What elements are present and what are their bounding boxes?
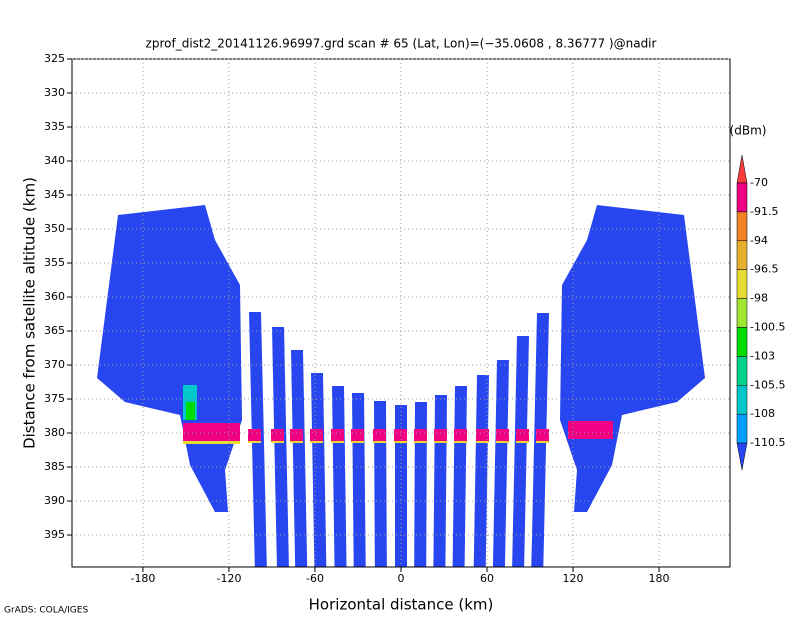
x-tick-label: -120: [216, 572, 241, 585]
footer: GrADS: COLA/IGES: [4, 606, 88, 616]
chart-title: zprof_dist2_20141126.96997.grd scan # 65…: [146, 37, 657, 51]
colorbar-unit: (dBm): [730, 124, 767, 138]
x-tick-label: -180: [130, 572, 155, 585]
x-tick-label: 180: [649, 572, 670, 585]
echo-band: [351, 441, 364, 443]
y-axis-label: Distance from satellite altitude (km): [21, 177, 39, 449]
echo-band: [271, 441, 284, 443]
echo-band: [536, 441, 549, 443]
colorbar-box: [736, 356, 748, 386]
echo-band: [496, 429, 509, 441]
colorbar-box: [736, 327, 748, 357]
echo-region: [560, 205, 705, 512]
echo-band: [310, 441, 323, 443]
x-tick-label: -60: [306, 572, 324, 585]
echo-region: [452, 386, 467, 567]
echo-region: [272, 327, 289, 567]
x-tick-label: 120: [563, 572, 584, 585]
echo-band: [454, 441, 467, 443]
colorbar-cap: [736, 154, 748, 184]
echo-region: [332, 386, 347, 567]
echo-band: [290, 441, 303, 443]
y-tick-label: 340: [44, 154, 65, 167]
echo-band: [183, 423, 240, 441]
colorbar-label: -100.5: [750, 321, 785, 334]
echo-band: [454, 429, 467, 441]
echo-band: [536, 429, 549, 441]
colorbar-cap: [736, 442, 748, 471]
colorbar-label: -105.5: [750, 378, 785, 391]
echo-region: [414, 402, 427, 567]
echo-region: [311, 373, 327, 567]
y-tick-label: 325: [44, 52, 65, 65]
echo-band: [496, 441, 509, 443]
colorbar-label: -103: [750, 349, 775, 362]
y-tick-label: 335: [44, 120, 65, 133]
echo-band: [351, 429, 364, 441]
y-tick-label: 380: [44, 426, 65, 439]
y-tick-label: 345: [44, 188, 65, 201]
echo-band: [434, 429, 447, 441]
y-tick-label: 350: [44, 222, 65, 235]
y-tick-label: 365: [44, 324, 65, 337]
echo-band: [186, 402, 195, 420]
y-tick-label: 390: [44, 494, 65, 507]
echo-region: [395, 405, 407, 567]
echo-region: [374, 401, 387, 567]
x-tick-label: 60: [480, 572, 494, 585]
colorbar-box: [736, 240, 748, 270]
y-tick-label: 385: [44, 460, 65, 473]
echo-band: [373, 429, 386, 441]
echo-band: [568, 421, 613, 439]
y-tick-label: 355: [44, 256, 65, 269]
colorbar-box: [736, 385, 748, 415]
colorbar-label: -96.5: [750, 263, 778, 276]
echo-band: [476, 429, 489, 441]
colorbar-box: [736, 413, 748, 444]
echo-band: [331, 429, 344, 441]
colorbar-label: -94: [750, 234, 768, 247]
echo-band: [331, 441, 344, 443]
colorbar-box: [736, 269, 748, 299]
x-tick-label: 0: [398, 572, 405, 585]
y-tick-label: 395: [44, 528, 65, 541]
echo-band: [414, 429, 427, 441]
echo-band: [516, 429, 529, 441]
colorbar-label: -70: [750, 176, 768, 189]
colorbar-box: [736, 211, 748, 242]
echo-band: [414, 441, 427, 443]
echo-band: [373, 441, 386, 443]
echo-band: [516, 441, 529, 443]
echo-region: [473, 375, 489, 567]
colorbar-box: [736, 182, 748, 213]
colorbar-label: -108: [750, 407, 775, 420]
echo-region: [97, 205, 242, 512]
colorbar-box: [736, 298, 748, 328]
echo-region: [352, 393, 366, 567]
y-tick-label: 330: [44, 86, 65, 99]
echo-band: [394, 441, 407, 443]
echo-region: [512, 336, 529, 567]
y-tick-label: 375: [44, 392, 65, 405]
echo-band: [183, 441, 240, 444]
y-tick-label: 370: [44, 358, 65, 371]
y-tick-label: 360: [44, 290, 65, 303]
echo-region: [492, 360, 509, 567]
echo-band: [434, 441, 447, 443]
colorbar-label: -110.5: [750, 436, 785, 449]
colorbar-label: -91.5: [750, 205, 778, 218]
echo-band: [248, 429, 261, 441]
echo-band: [271, 429, 284, 441]
echo-region: [433, 395, 447, 567]
echo-band: [310, 429, 323, 441]
echo-band: [248, 441, 261, 443]
x-axis-label: Horizontal distance (km): [309, 596, 494, 614]
echo-band: [290, 429, 303, 441]
echo-region: [291, 350, 308, 567]
echo-band: [476, 441, 489, 443]
colorbar-label: -98: [750, 292, 768, 305]
